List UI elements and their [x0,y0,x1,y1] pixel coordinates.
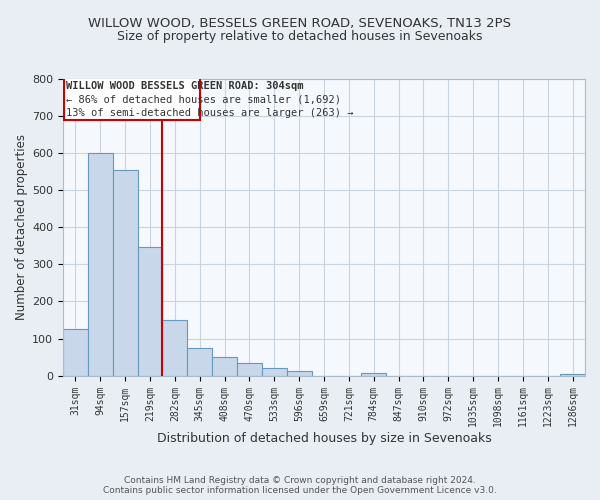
Bar [262,368,287,376]
Bar [63,330,88,376]
Y-axis label: Number of detached properties: Number of detached properties [15,134,28,320]
Text: 13% of semi-detached houses are larger (263) →: 13% of semi-detached houses are larger (… [66,108,353,118]
FancyBboxPatch shape [64,77,200,120]
Bar [113,170,137,376]
Bar [137,246,163,376]
Bar [560,374,585,376]
Text: ← 86% of detached houses are smaller (1,692): ← 86% of detached houses are smaller (1,… [66,95,341,105]
X-axis label: Distribution of detached houses by size in Sevenoaks: Distribution of detached houses by size … [157,432,491,445]
Text: WILLOW WOOD, BESSELS GREEN ROAD, SEVENOAKS, TN13 2PS: WILLOW WOOD, BESSELS GREEN ROAD, SEVENOA… [89,18,511,30]
Bar [187,348,212,376]
Bar [287,371,311,376]
Bar [88,153,113,376]
Text: Contains HM Land Registry data © Crown copyright and database right 2024.: Contains HM Land Registry data © Crown c… [124,476,476,485]
Bar [163,320,187,376]
Bar [237,364,262,376]
Text: Size of property relative to detached houses in Sevenoaks: Size of property relative to detached ho… [117,30,483,43]
Text: WILLOW WOOD BESSELS GREEN ROAD: 304sqm: WILLOW WOOD BESSELS GREEN ROAD: 304sqm [66,81,304,91]
Bar [212,357,237,376]
Bar [361,373,386,376]
Text: Contains public sector information licensed under the Open Government Licence v3: Contains public sector information licen… [103,486,497,495]
